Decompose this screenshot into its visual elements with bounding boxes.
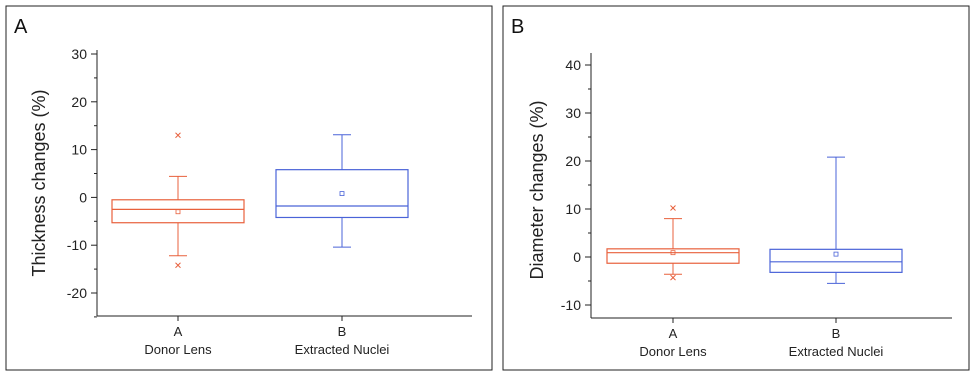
panel-a-boxes (111, 132, 409, 269)
panel-a-y-axis-title: Thickness changes (%) (29, 89, 49, 276)
mean-marker (339, 191, 345, 196)
y-tick-label: -20 (67, 285, 87, 301)
box-body (769, 248, 903, 273)
panel-b-letter: B (511, 16, 524, 38)
mean-marker (670, 250, 676, 256)
category-sublabel: Donor Lens (639, 344, 707, 359)
box-body (606, 248, 740, 264)
category-label: A (174, 324, 183, 339)
box-body (111, 199, 245, 224)
y-tick-label: -10 (67, 237, 87, 253)
outlier-stroke (670, 274, 676, 281)
panel-b-categories: A Donor Lens B Extracted Nuclei (639, 318, 883, 359)
outlier-marker (670, 205, 676, 211)
mean-marker (175, 209, 181, 215)
y-tick-label: 40 (565, 57, 581, 73)
category-label: B (338, 324, 347, 339)
outlier-marker (175, 132, 181, 139)
box-extracted-nuclei (769, 156, 903, 284)
y-tick-label: 0 (79, 189, 87, 205)
category-sublabel: Extracted Nuclei (789, 344, 884, 359)
box-donor-lens (111, 132, 245, 269)
panel-b: B Diameter changes (%) -10 0 10 20 30 40 A Don… (502, 5, 970, 371)
category-label: A (669, 326, 678, 341)
outlier-marker (175, 262, 181, 269)
y-tick-label: 0 (573, 249, 581, 265)
y-tick-label: 30 (71, 46, 87, 62)
panel-b-ticks: -10 0 10 20 30 40 (561, 57, 591, 313)
outlier-stroke (175, 262, 181, 269)
y-tick-label: 10 (565, 201, 581, 217)
category-sublabel: Donor Lens (144, 342, 212, 357)
panel-a-ticks: -20 -10 0 10 20 30 (67, 46, 97, 318)
y-tick-label: 20 (565, 153, 581, 169)
category-label: B (832, 326, 841, 341)
category-sublabel: Extracted Nuclei (295, 342, 390, 357)
y-tick-label: 30 (565, 105, 581, 121)
box-donor-lens (606, 205, 740, 281)
y-tick-label: 20 (71, 94, 87, 110)
panel-a-letter: A (14, 16, 28, 38)
box-body (275, 169, 409, 219)
panel-b-y-axis-title: Diameter changes (%) (527, 100, 547, 279)
panel-a-frame (5, 5, 493, 371)
outlier-stroke (670, 205, 676, 211)
outlier-marker (670, 274, 676, 281)
y-tick-label: -10 (561, 297, 581, 313)
mean-marker (833, 251, 839, 257)
panel-a-categories: A Donor Lens B Extracted Nuclei (144, 316, 389, 357)
outlier-stroke (175, 132, 181, 139)
y-tick-label: 10 (71, 142, 87, 158)
box-extracted-nuclei (275, 134, 409, 248)
panel-b-boxes (606, 156, 903, 284)
panel-b-frame (502, 5, 970, 371)
